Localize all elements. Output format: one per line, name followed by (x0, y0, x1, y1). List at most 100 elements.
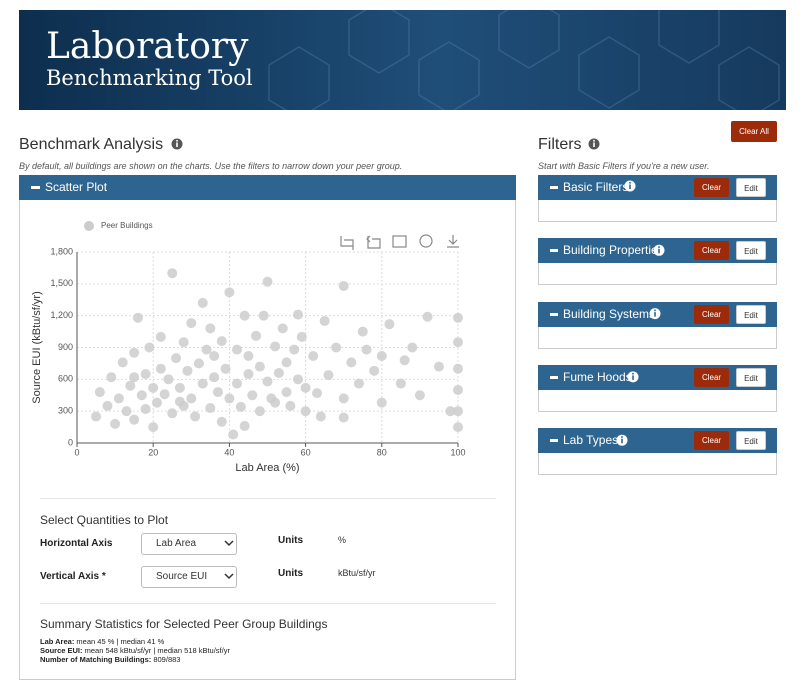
refresh-icon[interactable] (419, 234, 433, 248)
info-icon-dot (629, 182, 631, 184)
point (251, 330, 262, 341)
edit-button[interactable]: Edit (736, 178, 766, 197)
point (258, 310, 269, 321)
summary-line: Number of Matching Buildings: 809/883 (40, 655, 230, 664)
zoom-icon[interactable] (340, 236, 354, 250)
point (212, 387, 223, 398)
point (338, 412, 349, 423)
point (117, 357, 128, 368)
point (216, 336, 227, 347)
point (300, 382, 311, 393)
point (308, 350, 319, 361)
point (453, 384, 463, 395)
point (174, 382, 185, 393)
clear-button[interactable]: Clear (694, 178, 729, 197)
x-tick-label: 20 (148, 447, 158, 457)
y-tick-label: 1,200 (50, 310, 73, 320)
point (357, 326, 368, 337)
point (315, 411, 326, 422)
app-title: Laboratory (46, 26, 249, 67)
filters-title: Filters (538, 136, 582, 153)
excel-icon[interactable] (392, 235, 407, 248)
section-title: Benchmark Analysis (19, 136, 164, 153)
point (201, 344, 212, 355)
point (453, 337, 463, 348)
info-icon-bar (632, 375, 634, 380)
point (273, 367, 284, 378)
collapse-icon (550, 249, 558, 253)
clear-button[interactable]: Clear (694, 304, 729, 324)
point (312, 388, 323, 399)
summary-text: mean 45 % | median 41 % (76, 637, 165, 646)
point (243, 369, 254, 380)
point (106, 372, 117, 383)
point (285, 400, 296, 411)
clear-button[interactable]: Clear (694, 241, 729, 261)
point (338, 393, 349, 404)
point (453, 422, 463, 433)
x-axis-label: Lab Area (%) (235, 462, 299, 474)
info-icon-bar (621, 438, 623, 444)
info-icon-bar (629, 184, 631, 189)
point (94, 387, 105, 398)
filter-body (538, 200, 777, 222)
x-tick-label: 40 (224, 447, 234, 457)
point (331, 342, 342, 353)
back-icon[interactable] (366, 235, 381, 249)
summary-text: 809/883 (153, 655, 181, 664)
edit-button[interactable]: Edit (736, 367, 766, 387)
collapse-icon (31, 186, 40, 189)
filter-body (538, 263, 777, 286)
y-tick-label: 600 (58, 374, 73, 384)
clear-button[interactable]: Clear (694, 367, 729, 387)
point (376, 397, 387, 408)
point (121, 406, 132, 417)
point (193, 358, 204, 369)
point (144, 342, 155, 353)
divider (40, 603, 496, 604)
point (167, 408, 178, 419)
clear-all-button[interactable]: Clear All (731, 121, 777, 142)
point (361, 344, 372, 355)
clear-button[interactable]: Clear (694, 431, 729, 451)
summary-line: Lab Area: mean 45 % | median 41 % (40, 637, 230, 646)
point (140, 369, 151, 380)
filter-body (538, 453, 777, 476)
point (148, 422, 159, 433)
banner: Laboratory Benchmarking Tool (19, 10, 786, 110)
point (453, 406, 463, 417)
point (235, 401, 246, 412)
point (190, 411, 201, 422)
control-label: Vertical Axis * (40, 571, 106, 582)
edit-button[interactable]: Edit (736, 431, 766, 451)
info-icon-bar (658, 248, 660, 254)
point (384, 319, 395, 330)
divider (40, 498, 496, 499)
point (132, 312, 143, 323)
point (171, 353, 182, 364)
point (224, 287, 235, 298)
download-icon[interactable] (447, 235, 459, 248)
x-tick-label: 80 (377, 447, 387, 457)
edit-button[interactable]: Edit (736, 241, 766, 261)
dropdown[interactable]: Source EUI (141, 566, 237, 588)
edit-button[interactable]: Edit (736, 304, 766, 324)
point (399, 355, 410, 366)
dropdown[interactable]: Lab Area (141, 533, 237, 555)
y-tick-label: 300 (58, 406, 73, 416)
point (292, 374, 303, 385)
point (228, 429, 239, 440)
panel-header[interactable]: Scatter Plot (19, 175, 516, 200)
point (247, 390, 258, 401)
point (323, 370, 334, 381)
point (281, 387, 292, 398)
info-icon-dot (658, 246, 660, 248)
summary-label: Number of Matching Buildings: (40, 655, 152, 664)
info-icon-dot (621, 436, 623, 438)
point (167, 268, 178, 279)
y-tick-label: 0 (68, 437, 73, 447)
point (129, 347, 140, 358)
point (197, 378, 208, 389)
